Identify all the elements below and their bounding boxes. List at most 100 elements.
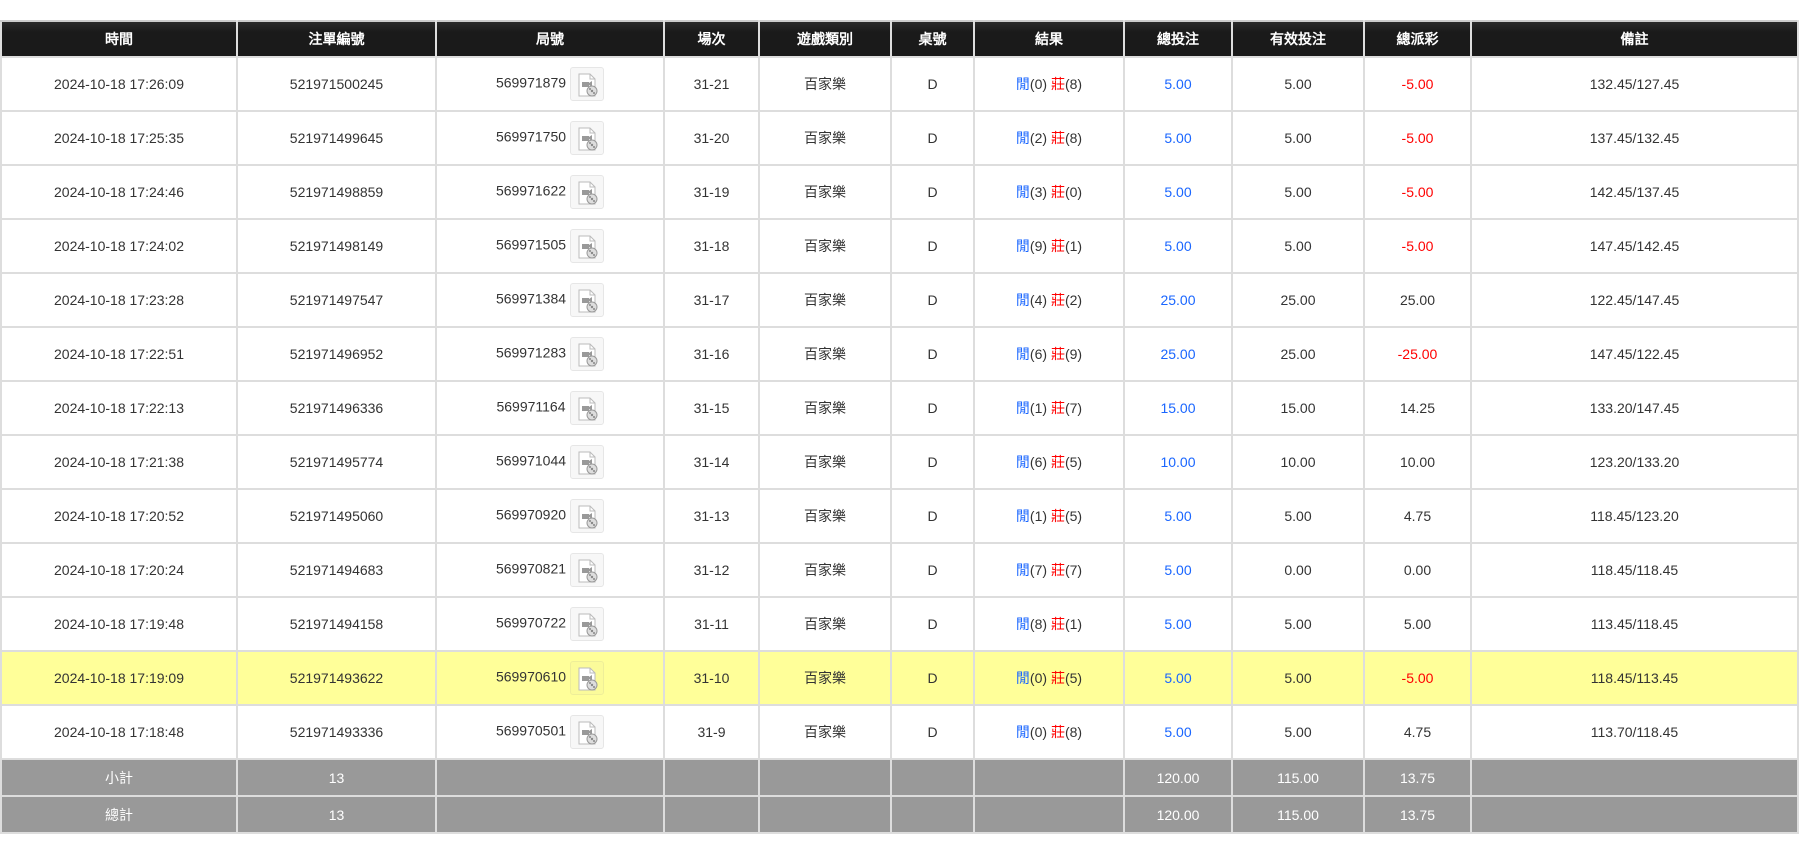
game-type-cell: 百家樂 xyxy=(758,380,892,436)
note-cell: 132.45/127.45 xyxy=(1470,56,1799,112)
shoe-cell: 31-11 xyxy=(663,596,760,652)
banker-label: 莊 xyxy=(1050,400,1065,416)
player-score: (6) xyxy=(1029,346,1048,362)
table-row[interactable]: 2024-10-18 17:24:46 521971498859 5699716… xyxy=(0,164,1799,220)
banker-score: (8) xyxy=(1064,76,1083,92)
grandtotal-valid-bet: 115.00 xyxy=(1231,795,1365,834)
banker-label: 莊 xyxy=(1050,670,1065,686)
table-row[interactable]: 2024-10-18 17:22:51 521971496952 5699712… xyxy=(0,326,1799,382)
bet-id-cell: 521971496952 xyxy=(236,326,437,382)
header-total-bet: 總投注 xyxy=(1123,20,1233,58)
valid-bet-cell: 5.00 xyxy=(1231,218,1365,274)
banker-score: (8) xyxy=(1064,130,1083,146)
table-row[interactable]: 2024-10-18 17:19:09 521971493622 5699706… xyxy=(0,650,1799,706)
player-score: (4) xyxy=(1029,292,1048,308)
player-score: (0) xyxy=(1029,76,1048,92)
total-bet-cell: 10.00 xyxy=(1123,434,1233,490)
valid-bet-cell: 5.00 xyxy=(1231,110,1365,166)
payout-cell: -5.00 xyxy=(1363,650,1472,706)
result-cell: 閒(0) 莊(5) xyxy=(973,650,1125,706)
table-row[interactable]: 2024-10-18 17:23:28 521971497547 5699713… xyxy=(0,272,1799,328)
subtotal-total-bet: 120.00 xyxy=(1123,758,1233,797)
game-type-cell: 百家樂 xyxy=(758,596,892,652)
game-type-cell: 百家樂 xyxy=(758,650,892,706)
banker-score: (1) xyxy=(1064,238,1083,254)
table-row[interactable]: 2024-10-18 17:21:38 521971495774 5699710… xyxy=(0,434,1799,490)
video-replay-icon[interactable] xyxy=(570,121,605,155)
total-bet-cell: 5.00 xyxy=(1123,650,1233,706)
table-row[interactable]: 2024-10-18 17:26:09 521971500245 5699718… xyxy=(0,56,1799,112)
note-cell: 142.45/137.45 xyxy=(1470,164,1799,220)
table-row[interactable]: 2024-10-18 17:22:13 521971496336 5699711… xyxy=(0,380,1799,436)
round-cell: 569971283 xyxy=(435,326,665,382)
shoe-cell: 31-17 xyxy=(663,272,760,328)
table-row[interactable]: 2024-10-18 17:19:48 521971494158 5699707… xyxy=(0,596,1799,652)
video-replay-icon[interactable] xyxy=(570,445,605,479)
video-replay-icon[interactable] xyxy=(569,391,604,425)
video-replay-icon[interactable] xyxy=(570,229,605,263)
header-shoe: 場次 xyxy=(663,20,760,58)
note-cell: 113.70/118.45 xyxy=(1470,704,1799,760)
result-cell: 閒(6) 莊(5) xyxy=(973,434,1125,490)
payout-cell: -5.00 xyxy=(1363,218,1472,274)
total-bet-cell: 5.00 xyxy=(1123,596,1233,652)
player-score: (2) xyxy=(1029,130,1048,146)
time-cell: 2024-10-18 17:18:48 xyxy=(0,704,238,760)
table-row[interactable]: 2024-10-18 17:25:35 521971499645 5699717… xyxy=(0,110,1799,166)
subtotal-count: 13 xyxy=(236,758,437,797)
table-no-cell: D xyxy=(890,650,975,706)
round-number: 569971750 xyxy=(495,128,567,145)
banker-label: 莊 xyxy=(1050,508,1065,524)
round-number: 569971622 xyxy=(495,182,567,199)
banker-score: (8) xyxy=(1064,724,1083,740)
valid-bet-cell: 5.00 xyxy=(1231,488,1365,544)
table-header-row: 時間 注單編號 局號 場次 遊戲類別 桌號 結果 總投注 有效投注 總派彩 備註 xyxy=(0,20,1799,58)
grandtotal-count: 13 xyxy=(236,795,437,834)
table-row[interactable]: 2024-10-18 17:18:48 521971493336 5699705… xyxy=(0,704,1799,760)
player-label: 閒 xyxy=(1015,562,1030,578)
round-number: 569971384 xyxy=(495,290,567,307)
bet-id-cell: 521971493622 xyxy=(236,650,437,706)
video-replay-icon[interactable] xyxy=(570,499,605,533)
note-cell: 118.45/123.20 xyxy=(1470,488,1799,544)
payout-cell: -25.00 xyxy=(1363,326,1472,382)
time-cell: 2024-10-18 17:24:02 xyxy=(0,218,238,274)
round-cell: 569970610 xyxy=(435,650,665,706)
result-cell: 閒(2) 莊(8) xyxy=(973,110,1125,166)
round-cell: 569971164 xyxy=(435,380,665,436)
bet-id-cell: 521971498859 xyxy=(236,164,437,220)
table-no-cell: D xyxy=(890,218,975,274)
video-replay-icon[interactable] xyxy=(570,607,605,641)
time-cell: 2024-10-18 17:19:48 xyxy=(0,596,238,652)
game-type-cell: 百家樂 xyxy=(758,164,892,220)
grandtotal-total-bet: 120.00 xyxy=(1123,795,1233,834)
table-row[interactable]: 2024-10-18 17:20:24 521971494683 5699708… xyxy=(0,542,1799,598)
bet-id-cell: 521971497547 xyxy=(236,272,437,328)
round-number: 569970501 xyxy=(495,722,567,739)
payout-cell: -5.00 xyxy=(1363,56,1472,112)
video-replay-icon[interactable] xyxy=(570,337,605,371)
time-cell: 2024-10-18 17:21:38 xyxy=(0,434,238,490)
video-replay-icon[interactable] xyxy=(570,67,605,101)
video-replay-icon[interactable] xyxy=(570,715,605,749)
player-label: 閒 xyxy=(1015,724,1030,740)
subtotal-row: 小計 13 120.00 115.00 13.75 xyxy=(0,758,1799,797)
note-cell: 118.45/118.45 xyxy=(1470,542,1799,598)
valid-bet-cell: 25.00 xyxy=(1231,326,1365,382)
round-number: 569970610 xyxy=(495,668,567,685)
table-row[interactable]: 2024-10-18 17:20:52 521971495060 5699709… xyxy=(0,488,1799,544)
player-label: 閒 xyxy=(1015,292,1030,308)
table-row[interactable]: 2024-10-18 17:24:02 521971498149 5699715… xyxy=(0,218,1799,274)
time-cell: 2024-10-18 17:19:09 xyxy=(0,650,238,706)
video-replay-icon[interactable] xyxy=(570,661,605,695)
valid-bet-cell: 5.00 xyxy=(1231,596,1365,652)
note-cell: 113.45/118.45 xyxy=(1470,596,1799,652)
payout-cell: -5.00 xyxy=(1363,164,1472,220)
result-cell: 閒(0) 莊(8) xyxy=(973,704,1125,760)
total-bet-cell: 5.00 xyxy=(1123,218,1233,274)
player-score: (3) xyxy=(1029,184,1048,200)
bet-id-cell: 521971494158 xyxy=(236,596,437,652)
video-replay-icon[interactable] xyxy=(570,283,605,317)
video-replay-icon[interactable] xyxy=(570,553,605,587)
video-replay-icon[interactable] xyxy=(570,175,605,209)
